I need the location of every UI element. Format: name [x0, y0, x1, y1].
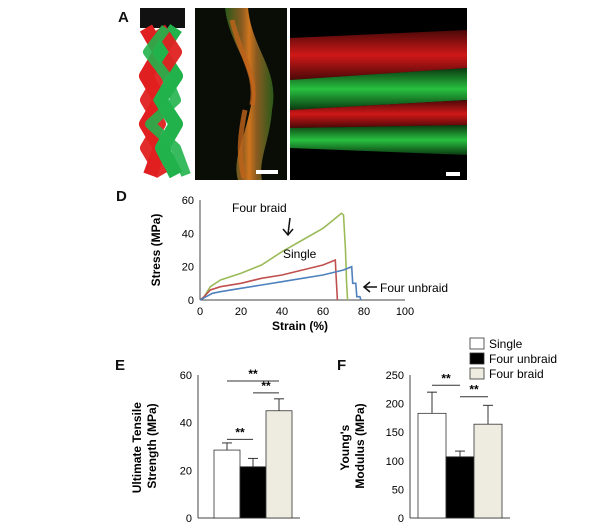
chart-d-xtick-label: 20 [235, 306, 247, 318]
chartF-ytick-label: 250 [386, 370, 404, 382]
braided-fiber [225, 8, 274, 180]
panel-letter-a: A [118, 9, 129, 26]
panel-letter-e: E [115, 357, 126, 374]
scale-bar-c [446, 172, 460, 176]
chartF-ytick-label: 150 [386, 427, 404, 439]
legend-label: Four braid [489, 367, 544, 381]
significance-marker: ** [469, 383, 479, 397]
panel-letter-d: D [116, 188, 127, 205]
legend-label: Four unbraid [489, 352, 557, 366]
bar-single [417, 412, 447, 519]
chart-e-ylabel: Ultimate Tensile Strength (MPa) [130, 399, 159, 493]
chartE-ytick-label: 20 [180, 465, 192, 477]
bar-single [213, 449, 241, 519]
chart-e-uts: Ultimate Tensile Strength (MPa) 0204060 … [130, 367, 300, 525]
chartF-ytick-label: 100 [386, 456, 404, 468]
chart-d-xtick-label: 0 [197, 306, 203, 318]
legend-swatch-single [469, 337, 485, 350]
significance-marker: ** [441, 371, 451, 385]
scale-bar-b [256, 170, 278, 174]
chartE-ytick-label: 0 [186, 513, 192, 525]
series-line-four-braid [199, 212, 349, 301]
green-strand-1 [153, 24, 183, 179]
annotation-four-braid: Four braid [232, 201, 287, 215]
red-band-1 [290, 30, 467, 80]
green-band-1 [290, 68, 467, 110]
chartF-ytick-label: 50 [392, 484, 404, 496]
significance-marker: ** [235, 425, 245, 439]
series-line-single [199, 258, 339, 301]
bar-four-unbraid [239, 466, 267, 519]
braid-top-cap [140, 8, 185, 28]
chart-d-xtick-label: 100 [396, 306, 414, 318]
chart-d-ylabel: Stress (MPa) [149, 214, 163, 287]
chart-d-ytick-label: 60 [182, 195, 194, 207]
bar-four-braid [265, 410, 293, 519]
chart-d-ytick-label: 0 [188, 295, 194, 307]
panel-c-micrograph [290, 8, 467, 180]
annotation-four-unbraid: Four unbraid [380, 281, 448, 295]
legend-swatch-four-unbraid [469, 352, 485, 365]
arrow-four-unbraid [362, 281, 377, 293]
chart-d-xtick-label: 60 [317, 306, 329, 318]
significance-marker: ** [261, 379, 271, 393]
chart-f-ylabel: Young's Modulus (MPa) [338, 403, 367, 488]
chart-d-xtick-label: 40 [276, 306, 288, 318]
red-strand-2 [140, 24, 182, 179]
chartF-ytick-label: 0 [398, 513, 404, 525]
chart-d-stress-strain: Stress (MPa) Strain (%) 0 20 40 60 80 100 0 20 4… [149, 195, 448, 333]
chart-d-ytick-label: 40 [182, 228, 194, 240]
chartE-ytick-label: 60 [180, 370, 192, 382]
chart-f-youngs-modulus: Young's Modulus (MPa) 0 50 100 150 200 250 **… [338, 337, 557, 525]
panel-b-micrograph [195, 8, 287, 180]
chart-d-xtick-label: 80 [358, 306, 370, 318]
legend-swatch-four-braid [469, 367, 485, 380]
series-line-four-unbraid [199, 265, 362, 301]
significance-marker: ** [248, 367, 258, 381]
annotation-single: Single [283, 247, 317, 261]
chart-d-xlabel: Strain (%) [272, 319, 328, 333]
red-band-2 [290, 100, 467, 128]
panel-letter-f: F [337, 357, 347, 374]
green-band-2 [290, 125, 467, 155]
arrow-four-braid [282, 217, 294, 237]
bar-four-braid [473, 423, 503, 519]
panel-a-braid-schematic [139, 8, 191, 179]
chartE-ytick-label: 40 [180, 418, 192, 430]
chartF-ytick-label: 200 [386, 399, 404, 411]
legend-label: Single [489, 337, 523, 351]
green-strand-2 [143, 25, 191, 177]
fiber-highlight [229, 19, 256, 179]
chart-d-ytick-label: 20 [182, 262, 194, 274]
bar-four-unbraid [445, 456, 475, 519]
